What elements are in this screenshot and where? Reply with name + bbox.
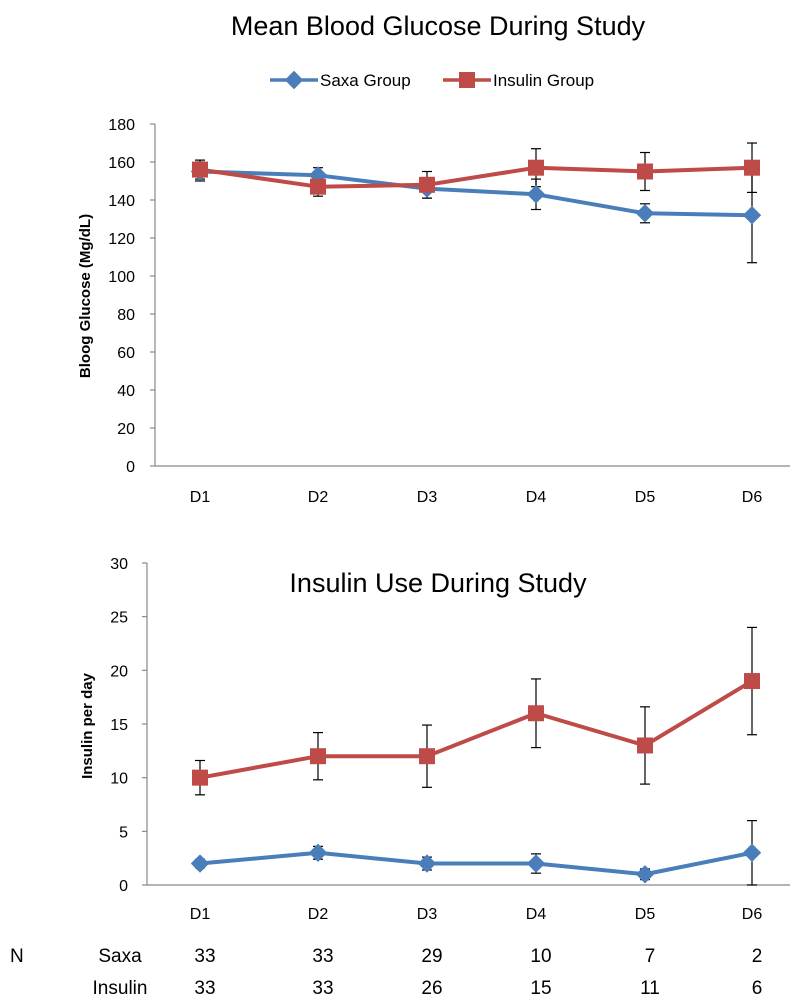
n-table: N Saxa Insulin 33 33 29 10 7 2 33 33 26 15 11 6 (10, 946, 762, 996)
chart1-title: Mean Blood Glucose During Study (231, 11, 646, 41)
data-point-saxa (742, 206, 762, 225)
legend-insulin-marker (459, 72, 475, 88)
x-tick-label: D4 (526, 906, 547, 923)
legend: Saxa Group Insulin Group (270, 70, 594, 90)
y-tick-label: 160 (108, 155, 135, 172)
x-tick-label: D2 (308, 906, 329, 923)
n-table-cell: 2 (752, 946, 763, 967)
y-tick-label: 60 (117, 345, 135, 362)
data-point-saxa (190, 854, 210, 873)
y-tick-label: 40 (117, 383, 135, 400)
x-tick-label: D1 (190, 906, 211, 923)
n-table-cell: 10 (530, 946, 551, 967)
data-point-insulin (637, 737, 653, 754)
legend-insulin-label: Insulin Group (493, 71, 594, 90)
data-point-saxa (742, 843, 762, 862)
data-point-insulin (419, 176, 435, 193)
y-tick-label: 25 (110, 610, 128, 627)
n-table-cell: 6 (752, 978, 763, 996)
n-table-cell: 7 (645, 946, 656, 967)
series-line-saxa (199, 850, 753, 877)
data-point-insulin (528, 705, 544, 722)
data-point-insulin (419, 748, 435, 765)
data-point-saxa (308, 843, 328, 862)
data-point-saxa (635, 204, 655, 223)
data-point-insulin (744, 159, 760, 176)
data-point-insulin (744, 673, 760, 690)
y-tick-label: 20 (110, 663, 128, 680)
series-line-saxa (199, 169, 753, 218)
n-row-insulin-name: Insulin (93, 978, 148, 996)
y-tick-label: 5 (119, 824, 128, 841)
data-point-insulin (310, 178, 326, 195)
y-tick-label: 180 (108, 117, 135, 134)
n-table-cell: 26 (421, 978, 442, 996)
chart2-plot: 0 5 10 15 20 25 30 D1 D2 D3 D4 D5 D6 (110, 556, 790, 923)
n-table-cell: 11 (640, 978, 660, 996)
data-point-insulin (310, 748, 326, 765)
n-table-cell: 33 (312, 978, 333, 996)
y-tick-label: 100 (108, 269, 135, 286)
n-table-cell: 33 (194, 978, 215, 996)
x-tick-label: D6 (742, 906, 763, 923)
chart1-ylabel: Bloog Glucose (Mg/dL) (77, 214, 94, 378)
y-tick-label: 20 (117, 421, 135, 438)
data-point-insulin (528, 159, 544, 176)
y-tick-label: 15 (110, 717, 128, 734)
legend-saxa-marker (284, 70, 304, 90)
x-tick-label: D3 (417, 489, 438, 506)
data-point-saxa (526, 854, 546, 873)
chart1-plot: 0 20 40 60 80 100 120 140 160 180 D1 D2 D3 D4 D5 D6 (108, 117, 790, 506)
x-tick-label: D6 (742, 489, 763, 506)
n-table-cell: 29 (421, 946, 442, 967)
x-tick-label: D5 (635, 489, 656, 506)
y-tick-label: 0 (119, 878, 128, 895)
data-point-insulin (192, 769, 208, 786)
n-table-label: N (10, 946, 24, 967)
data-point-insulin (637, 163, 653, 180)
n-table-cell: 33 (194, 946, 215, 967)
data-point-saxa (526, 185, 546, 204)
y-tick-label: 0 (126, 459, 135, 476)
y-tick-label: 10 (110, 771, 128, 788)
x-tick-label: D5 (635, 906, 656, 923)
n-table-cell: 33 (312, 946, 333, 967)
data-point-saxa (635, 865, 655, 884)
legend-saxa-label: Saxa Group (320, 71, 411, 90)
series-line-insulin (199, 165, 753, 189)
chart2-title: Insulin Use During Study (289, 568, 587, 598)
data-point-insulin (192, 161, 208, 178)
x-tick-label: D4 (526, 489, 547, 506)
x-tick-label: D2 (308, 489, 329, 506)
n-table-cell: 15 (530, 978, 551, 996)
x-tick-label: D1 (190, 489, 211, 506)
y-tick-label: 30 (110, 556, 128, 573)
y-tick-label: 120 (108, 231, 135, 248)
chart2-ylabel: Insulin per day (79, 672, 96, 779)
y-tick-label: 80 (117, 307, 135, 324)
series-line-insulin (199, 679, 754, 780)
n-row-saxa-name: Saxa (98, 946, 142, 967)
data-point-saxa (417, 854, 437, 873)
x-tick-label: D3 (417, 906, 438, 923)
y-tick-label: 140 (108, 193, 135, 210)
